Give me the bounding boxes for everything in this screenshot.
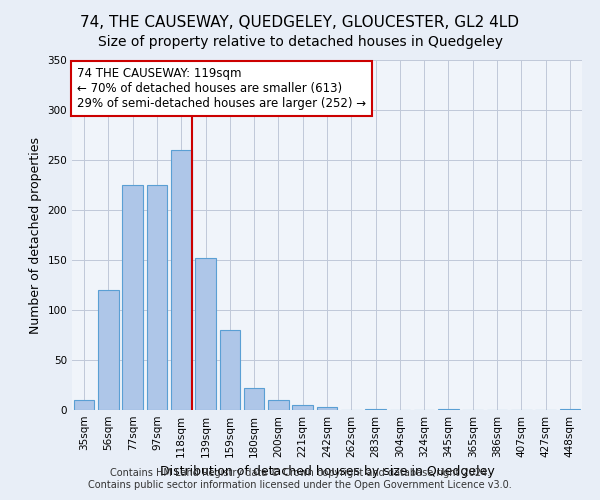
Bar — [268, 400, 289, 410]
Bar — [244, 388, 265, 410]
Bar — [317, 407, 337, 410]
Bar — [122, 185, 143, 410]
X-axis label: Distribution of detached houses by size in Quedgeley: Distribution of detached houses by size … — [160, 466, 494, 478]
Bar — [74, 400, 94, 410]
Bar — [98, 290, 119, 410]
Text: 74 THE CAUSEWAY: 119sqm
← 70% of detached houses are smaller (613)
29% of semi-d: 74 THE CAUSEWAY: 119sqm ← 70% of detache… — [77, 67, 366, 110]
Text: Contains HM Land Registry data © Crown copyright and database right 2024.
Contai: Contains HM Land Registry data © Crown c… — [88, 468, 512, 490]
Bar — [438, 409, 459, 410]
Text: 74, THE CAUSEWAY, QUEDGELEY, GLOUCESTER, GL2 4LD: 74, THE CAUSEWAY, QUEDGELEY, GLOUCESTER,… — [80, 15, 520, 30]
Text: Size of property relative to detached houses in Quedgeley: Size of property relative to detached ho… — [97, 35, 503, 49]
Bar — [365, 409, 386, 410]
Bar — [195, 258, 216, 410]
Y-axis label: Number of detached properties: Number of detached properties — [29, 136, 42, 334]
Bar — [146, 185, 167, 410]
Bar — [220, 330, 240, 410]
Bar — [560, 409, 580, 410]
Bar — [292, 405, 313, 410]
Bar — [171, 150, 191, 410]
